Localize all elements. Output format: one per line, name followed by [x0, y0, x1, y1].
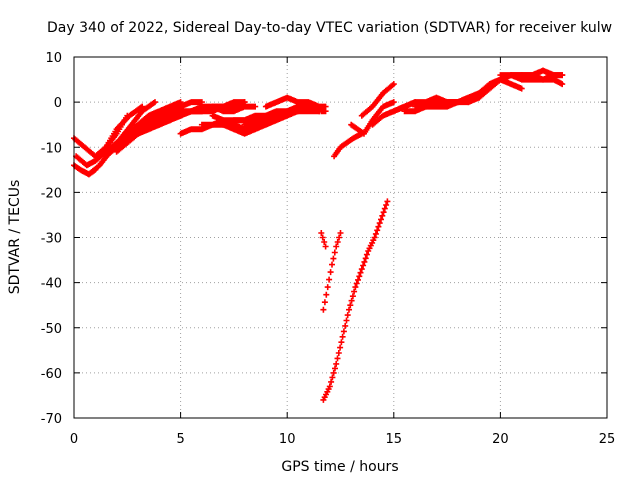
y-tick-label: 0: [54, 96, 62, 111]
series-arc-o: [220, 108, 301, 137]
x-tick-label: 15: [386, 432, 403, 447]
x-tick-label: 20: [492, 432, 509, 447]
x-tick-label: 25: [599, 432, 616, 447]
series-arc-ah: [518, 67, 566, 79]
series-arc-y: [358, 81, 397, 119]
y-tick-label: -20: [41, 186, 62, 201]
point-markers: [358, 81, 397, 119]
series-arc-ag: [497, 72, 566, 88]
x-tick-label: 5: [176, 432, 184, 447]
point-markers: [320, 230, 344, 313]
point-markers: [262, 108, 323, 124]
y-axis-ticks: 10 0 -10 -20 -30 -40 -50 -60 -70: [41, 51, 607, 427]
chart-title: Day 340 of 2022, Sidereal Day-to-day VTE…: [47, 20, 612, 36]
x-tick-label: 0: [70, 432, 78, 447]
series-arc-u: [320, 230, 344, 313]
y-axis-label: SDTVAR / TECUs: [7, 180, 23, 295]
series-arc-k: [166, 103, 259, 119]
series-arc-s: [314, 103, 329, 115]
series-arc-v: [320, 198, 391, 403]
y-tick-label: -10: [41, 141, 62, 156]
y-tick-label: -60: [41, 367, 62, 382]
y-tick-label: -30: [41, 232, 62, 247]
y-tick-label: -50: [41, 322, 62, 337]
point-markers: [331, 130, 365, 160]
grid: [74, 57, 607, 418]
series-arc-t: [318, 230, 329, 250]
x-axis-ticks: 0 5 10 15 20 25: [70, 57, 615, 447]
point-markers: [497, 72, 566, 88]
point-markers: [166, 103, 259, 119]
point-markers: [314, 103, 329, 115]
x-tick-label: 10: [279, 432, 296, 447]
y-tick-label: -40: [41, 277, 62, 292]
point-markers: [318, 230, 329, 250]
point-markers: [220, 108, 301, 137]
series-arc-e: [92, 99, 184, 164]
y-tick-label: -70: [41, 412, 62, 427]
series-arc-w: [331, 130, 365, 160]
point-markers: [518, 67, 566, 79]
series-arc-q: [262, 108, 323, 124]
point-markers: [320, 198, 391, 403]
x-axis-label: GPS time / hours: [281, 459, 398, 475]
point-markers: [92, 99, 184, 164]
data-points: [71, 67, 566, 403]
y-tick-label: 10: [45, 51, 62, 66]
